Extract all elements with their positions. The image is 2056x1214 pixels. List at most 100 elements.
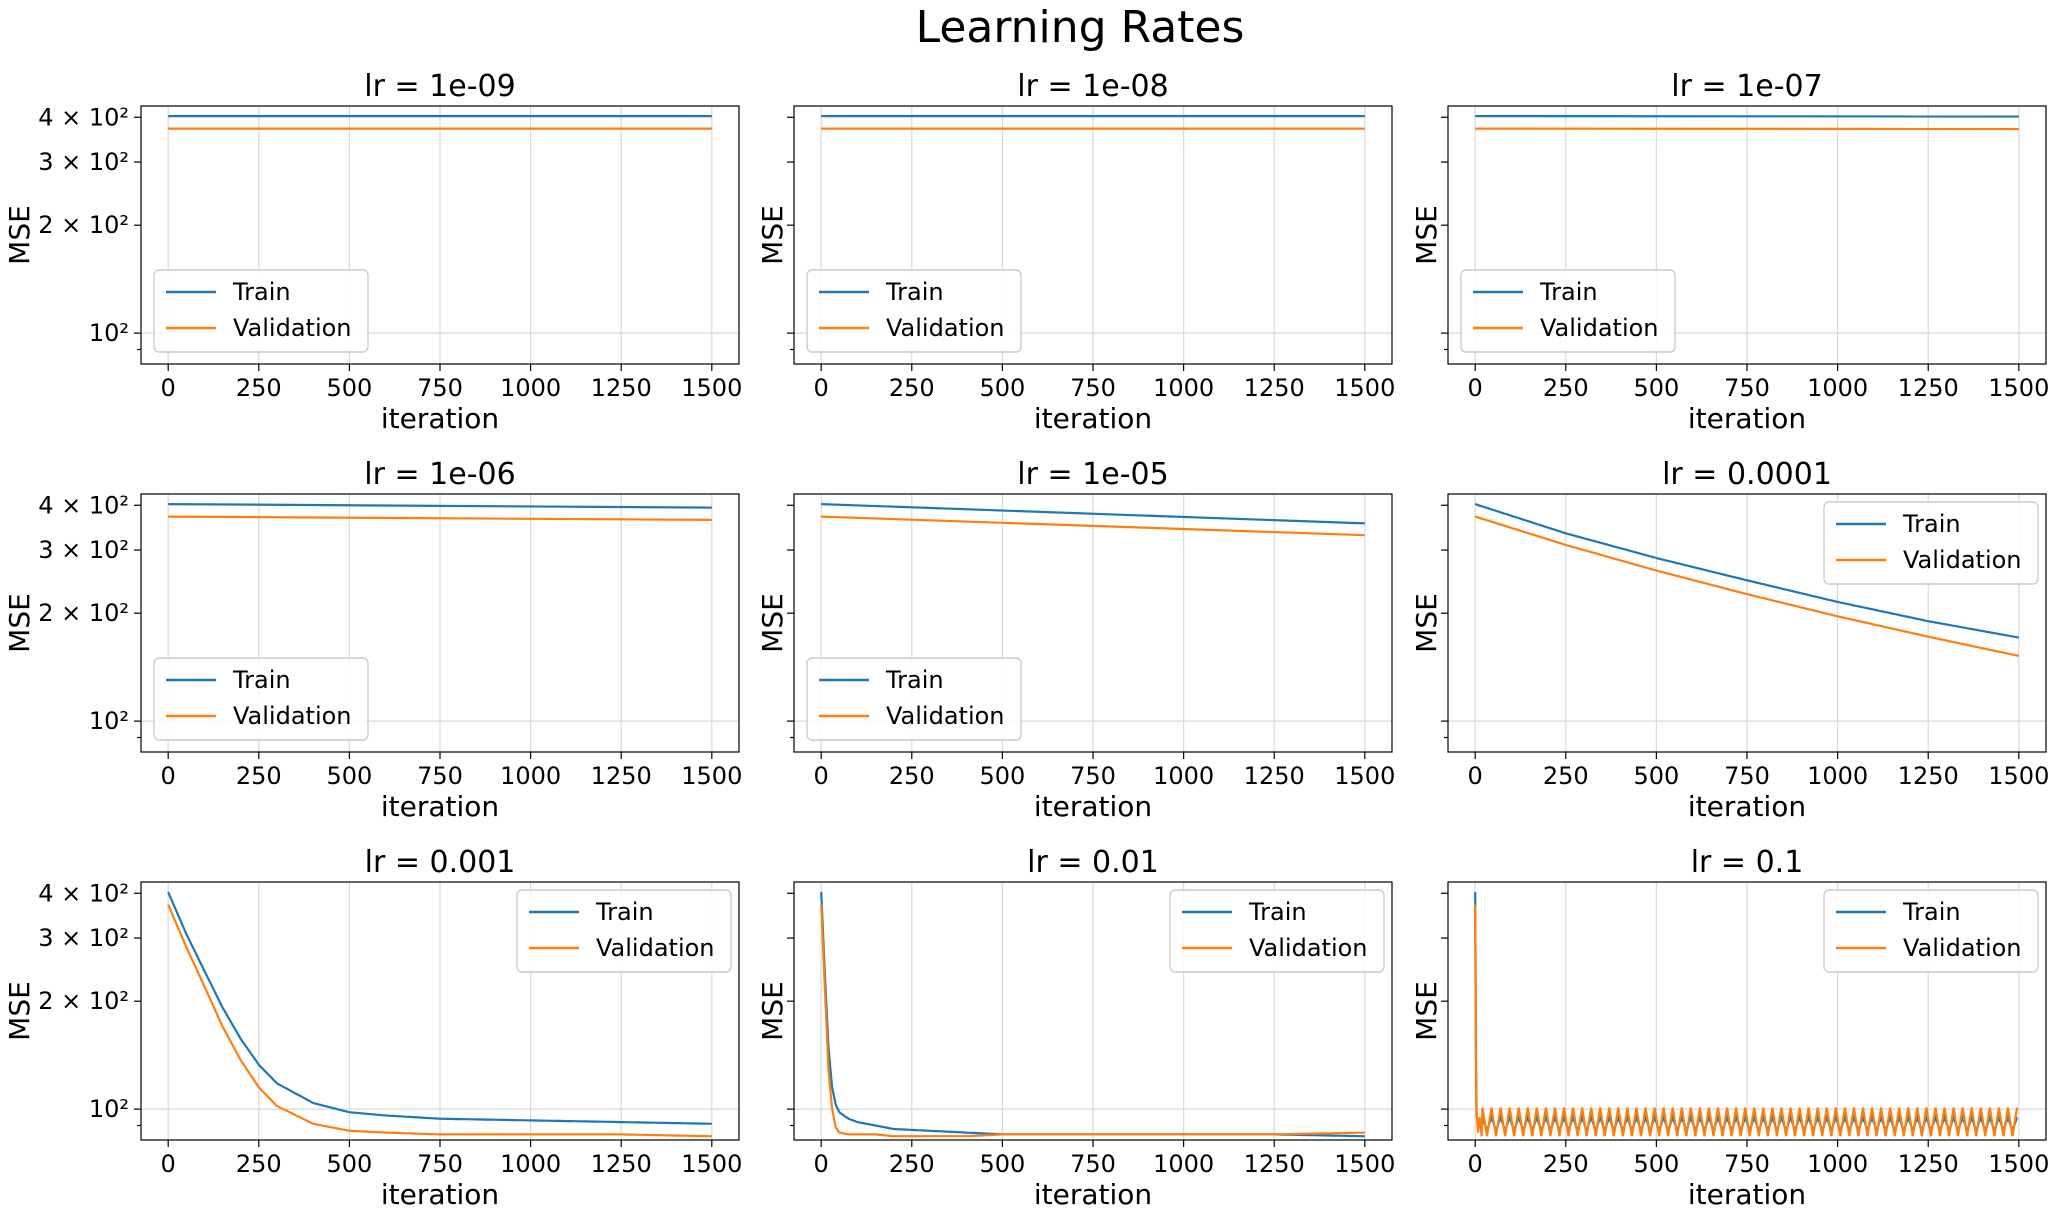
y-tick-label: 4 × 10² [38,879,129,907]
x-tick-label: 0 [814,762,829,790]
legend-label-validation: Validation [1540,314,1659,342]
y-tick-label: 2 × 10² [38,599,129,627]
x-tick-label: 0 [161,762,176,790]
x-tick-label: 500 [979,374,1025,402]
series-line-train [821,503,1365,525]
series-line-train [168,503,712,509]
legend: Train Validation [516,889,732,973]
legend-box [516,889,732,973]
x-tick-label: 1000 [1153,374,1214,402]
x-tick-label: 0 [1468,762,1483,790]
x-tick-label: 250 [1543,762,1589,790]
subplot-4: 0 250 500 750 1000 1250 1500 4 × 10² 3 × 10² 2 × … [3,457,742,823]
x-tick-label: 1000 [500,762,561,790]
legend: Train Validation [806,269,1022,353]
legend-label-train: Train [595,898,654,926]
y-tick-label: 4 × 10² [38,103,129,131]
subplot-8: 0 250 500 750 1000 1250 1500 lr = 0.01 iteration… [756,845,1395,1211]
x-tick-label: 1000 [1807,374,1868,402]
x-tick-label: 0 [814,1150,829,1178]
subplot-title: lr = 0.001 [365,845,516,880]
y-tick-label: 3 × 10² [38,536,129,564]
x-tick-label: 1250 [591,1150,652,1178]
legend-label-validation: Validation [233,314,352,342]
x-tick-label: 1500 [1334,762,1395,790]
x-tick-label: 750 [1724,1150,1770,1178]
x-tick-label: 250 [889,1150,935,1178]
x-tick-label: 1250 [1244,374,1305,402]
x-tick-label: 250 [889,374,935,402]
legend: Train Validation [806,657,1022,741]
subplot-title: lr = 1e-06 [364,457,515,492]
x-axis-label: iteration [381,402,499,435]
x-tick-label: 250 [1543,374,1589,402]
x-tick-label: 250 [1543,1150,1589,1178]
legend-label-train: Train [1902,898,1961,926]
x-tick-label: 750 [417,1150,463,1178]
x-tick-label: 1000 [500,374,561,402]
y-tick-label: 2 × 10² [38,211,129,239]
series-line-validation [1474,515,2020,657]
x-tick-label: 1000 [1153,762,1214,790]
series-line-train [167,891,712,1125]
subplot-title: lr = 0.1 [1691,845,1804,880]
subplot-5: 0 250 500 750 1000 1250 1500 lr = 1e-05 iteratio… [756,457,1395,823]
x-axis-label: iteration [1034,1178,1152,1211]
y-tick-label: 4 × 10² [38,491,129,519]
legend-box [1823,501,2039,585]
subplot-title: lr = 1e-08 [1017,69,1168,104]
y-axis-label: MSE [1410,205,1443,265]
x-tick-label: 1250 [1244,762,1305,790]
x-tick-label: 750 [417,374,463,402]
x-tick-label: 1250 [1898,1150,1959,1178]
x-axis-label: iteration [1034,790,1152,823]
x-tick-label: 1000 [1807,1150,1868,1178]
legend-box [153,657,369,741]
series-line-validation [167,904,712,1138]
x-tick-label: 250 [889,762,935,790]
x-tick-label: 1250 [591,374,652,402]
x-tick-label: 0 [161,374,176,402]
x-axis-label: iteration [1034,402,1152,435]
x-tick-label: 750 [1070,1150,1116,1178]
subplot-title: lr = 0.01 [1027,845,1159,880]
x-tick-label: 750 [1724,374,1770,402]
x-axis-label: iteration [381,1178,499,1211]
x-tick-label: 500 [326,374,372,402]
y-axis-label: MSE [3,205,36,265]
y-axis-label: MSE [3,593,36,653]
x-tick-label: 1500 [1988,1150,2049,1178]
y-tick-label: 10² [89,707,129,735]
legend-label-validation: Validation [1903,934,2022,962]
x-tick-label: 500 [326,1150,372,1178]
x-tick-label: 0 [161,1150,176,1178]
legend-box [1460,269,1676,353]
subplot-6: 0 250 500 750 1000 1250 1500 lr = 0.0001 iterati… [1410,457,2049,823]
subplot-grid: 0 250 500 750 1000 1250 1500 4 × 10² 3 × 10² 2 × … [3,69,2049,1211]
y-axis-label: MSE [756,593,789,653]
legend-label-train: Train [1902,510,1961,538]
legend-label-validation: Validation [886,702,1005,730]
subplot-7: 0 250 500 750 1000 1250 1500 4 × 10² 3 × 10² 2 × … [3,845,742,1211]
series-line-train [1474,503,2020,639]
legend-label-train: Train [1539,278,1598,306]
x-tick-label: 750 [1070,762,1116,790]
legend-label-train: Train [1248,898,1307,926]
x-tick-label: 750 [1724,762,1770,790]
legend-label-train: Train [885,666,944,694]
x-tick-label: 1000 [500,1150,561,1178]
x-tick-label: 1250 [1244,1150,1305,1178]
legend: Train Validation [153,269,369,353]
y-tick-label: 3 × 10² [38,148,129,176]
x-tick-label: 1500 [1334,1150,1395,1178]
x-tick-label: 750 [1070,374,1116,402]
y-axis-label: MSE [1410,981,1443,1041]
y-tick-label: 10² [89,319,129,347]
x-tick-label: 1500 [681,1150,742,1178]
x-tick-label: 500 [1633,1150,1679,1178]
subplot-title: lr = 1e-09 [364,69,515,104]
subplot-title: lr = 0.0001 [1662,457,1832,492]
x-tick-label: 500 [979,762,1025,790]
series-line-validation [820,904,1365,1138]
x-tick-label: 1000 [1153,1150,1214,1178]
